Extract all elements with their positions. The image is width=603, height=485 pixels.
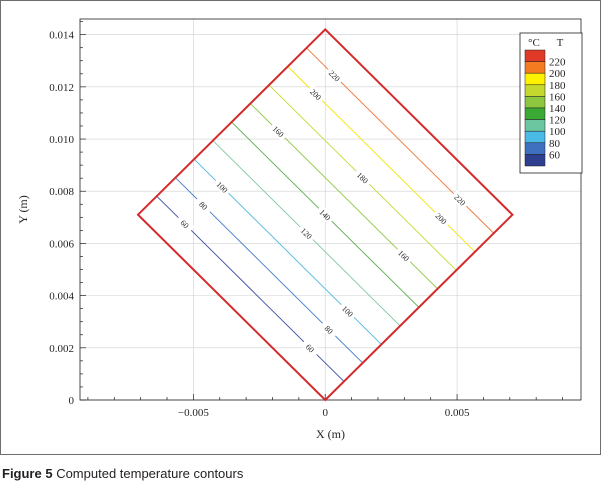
y-axis-title: Y (m) [16,195,30,224]
contour-label-bg [337,301,358,321]
contour-label-bg [450,190,470,210]
contour-label-bg [193,195,214,216]
contour-label-bg [296,223,317,244]
contour-chart: −0.005 0 0.005 00.0020.0040.0060.0080.0100… [16,18,583,441]
legend-label: 200 [549,68,566,80]
legend-swatch [524,154,546,167]
contour-label-bg [212,177,233,197]
contour-label-bg [324,65,345,86]
y-tick-label: 0.010 [49,134,74,146]
legend-label: 180 [549,80,566,92]
legend-swatch [524,130,546,144]
y-tick-label: 0.002 [49,343,74,355]
legend-title: T [557,37,564,49]
y-tick-label: 0.004 [49,291,74,303]
legend-swatch [524,61,546,74]
legend-swatch [524,72,546,86]
figure-frame: −0.005 0 0.005 0 0.002 0.004 0.006 0.008 0.010 0… [0,0,601,455]
plot-area [79,18,582,401]
x-axis-ticks: −0.005 0 0.005 [87,394,563,419]
legend-label: 100 [549,126,566,138]
y-tick-label: 0 [69,395,75,407]
legend-label: 140 [549,103,566,115]
contour-label-bg [393,245,414,266]
x-tick-label: 0.005 [445,407,470,419]
y-tick-label: 0.008 [49,186,74,198]
y-tick-label: 0.014 [49,30,74,42]
x-axis-title: X (m) [316,427,345,441]
contour-label-bg [268,121,289,142]
legend-label: 120 [549,115,566,127]
legend-label: 160 [549,91,566,103]
contour-label-bg [319,319,339,340]
legend-swatch [524,119,546,132]
legend-unit: °C [528,37,540,49]
legend-swatch [524,84,546,97]
contour-label-bg [305,84,326,105]
legend-label: 220 [549,57,566,69]
x-tick-label: 0 [322,407,328,419]
y-tick-label: 0.006 [49,238,74,250]
legend-swatch [524,107,546,120]
contour-label-bg [315,204,336,225]
domain-boundary [136,28,514,402]
legend-label: 80 [549,138,561,150]
contour-label-bg [352,167,373,188]
contour-label-bg [174,214,195,234]
y-tick-label: 0.012 [49,82,74,94]
figure-caption-label: Figure 5 [2,466,53,481]
figure-caption: Figure 5 Computed temperature contours [2,466,243,481]
contour-label-bg [300,338,321,359]
legend-swatch [524,96,546,109]
contour-label-bg [431,208,452,229]
figure-caption-text: Computed temperature contours [52,466,244,481]
legend-swatch [524,49,546,62]
legend-label: 60 [549,149,561,161]
x-tick-label: −0.005 [178,407,209,419]
y-axis-ticks: 0 0.002 0.004 0.006 0.008 0.010 0.012 0.014 [49,21,86,407]
legend-swatch [524,142,546,155]
